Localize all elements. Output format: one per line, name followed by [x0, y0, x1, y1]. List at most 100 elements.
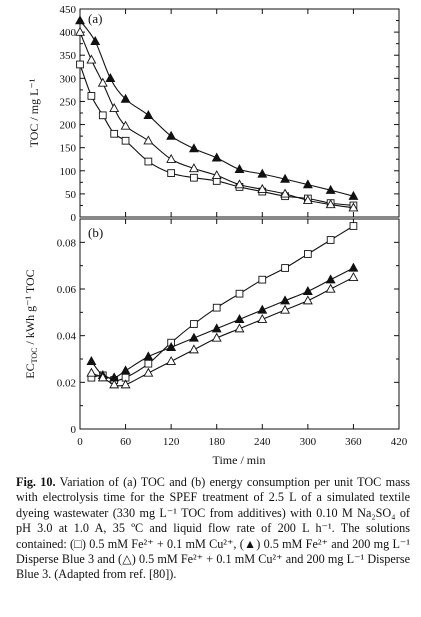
panel-b-triangle-open-marker: [86, 367, 97, 377]
panel-a-square-marker: [110, 129, 119, 138]
panel-a-triangle-filled-marker: [302, 179, 313, 189]
panel-a-triangle-filled-marker: [325, 184, 336, 194]
panel-a-square-marker: [87, 92, 96, 100]
panel-b-triangle-filled-marker: [348, 262, 359, 272]
panel-a-square-marker: [121, 136, 130, 145]
panel-b-square-marker: [304, 250, 312, 258]
panel-a-y-tick-label: 150: [60, 143, 77, 155]
panel-a-triangle-filled-marker: [166, 130, 177, 140]
panel-b-square-marker: [281, 264, 289, 272]
panel-a-square-marker: [76, 60, 84, 69]
panel-a-triangle-open-marker: [143, 135, 154, 145]
panel-b-series-triangle-filled-line: [90, 267, 354, 379]
panel-a-y-tick-label: 200: [60, 120, 77, 132]
panel-a-triangle-open-marker: [257, 183, 268, 193]
panel-b-triangle-open-marker: [257, 314, 268, 323]
panel-a-y-axis-title: TOC / mg L⁻¹: [27, 78, 41, 147]
panel-b-triangle-open-marker: [143, 367, 154, 377]
panel-a-y-tick-label: 50: [65, 189, 77, 201]
panel-b-triangle-open-marker: [166, 356, 177, 365]
y-axis-title-main: EC: [23, 363, 37, 378]
panel-a-square-marker: [98, 111, 107, 120]
panel-a-triangle-open-marker: [348, 202, 359, 212]
panel-a-series-triangle-filled-line: [79, 20, 354, 197]
panel-b-square-marker: [235, 289, 244, 298]
panel-b-y-tick-label: 0.04: [57, 331, 77, 343]
panel-a-triangle-open-marker: [109, 103, 120, 113]
panel-b-x-tick-label: 360: [345, 436, 362, 448]
panel-a-square-marker: [190, 173, 198, 182]
panel-b-triangle-filled-marker: [257, 304, 268, 314]
panel-a-triangle-filled-marker: [143, 109, 154, 119]
panel-a-triangle-filled-marker: [75, 15, 85, 25]
panel-b-series-square-line: [91, 225, 354, 381]
panel-b-x-tick-label: 420: [391, 436, 408, 448]
panel-a-triangle-filled-marker: [211, 152, 222, 162]
panel-a-triangle-filled-marker: [105, 73, 116, 82]
caption-text: Variation of (a) TOC and (b) energy cons…: [16, 475, 410, 582]
panel-b: (b) ECTOC / kWh g⁻¹ TOC Time / min 0 0.02…: [23, 218, 408, 467]
panel-b-series-triangle-open-line: [91, 276, 354, 387]
figure-number: Fig. 10.: [16, 475, 56, 489]
panel-b-triangle-open-marker: [120, 379, 131, 389]
panel-b-triangle-filled-marker: [211, 323, 222, 333]
panel-b-square-marker: [349, 222, 358, 230]
panel-b-triangle-open-marker: [97, 372, 108, 382]
panel-b-triangle-filled-marker: [234, 314, 245, 323]
panel-b-x-tick-label: 180: [208, 436, 225, 448]
panel-b-frame: [79, 218, 400, 430]
x-axis-title: Time / min: [213, 453, 266, 467]
panel-a-y-tick-label: 350: [60, 50, 77, 62]
panel-b-triangle-filled-marker: [280, 295, 291, 305]
panel-b-triangle-filled-marker: [143, 351, 154, 361]
panel-b-label: (b): [88, 225, 103, 240]
panel-a-square-marker: [144, 157, 153, 166]
panel-a-triangle-filled-marker: [280, 173, 291, 183]
panel-b-square-marker: [212, 303, 221, 312]
panel-a-y-tick-label: 300: [60, 73, 77, 85]
panel-b-triangle-open-marker: [325, 283, 336, 293]
panel-a: (a) TOC / mg L⁻¹ 0 50 100 150 200 250 300 350 40…: [27, 4, 400, 224]
panel-b-y-tick-label: 0.02: [57, 377, 76, 389]
panel-b-square-marker: [258, 275, 267, 284]
panel-a-y-tick-label: 450: [60, 4, 77, 16]
panel-b-square-marker: [190, 320, 198, 328]
panel-a-triangle-open-marker: [280, 188, 291, 198]
panel-a-triangle-filled-marker: [90, 36, 101, 46]
panel-b-x-tick-label: 120: [163, 436, 180, 448]
y-axis-title-subscript: TOC: [30, 347, 39, 363]
panel-a-triangle-open-marker: [86, 54, 97, 64]
panel-b-y-tick-label: 0: [71, 424, 77, 436]
panel-b-triangle-open-marker: [280, 304, 291, 314]
y-axis-title-rest: / kWh g⁻¹ TOC: [23, 269, 37, 347]
panel-b-triangle-open-marker: [302, 295, 313, 305]
panel-b-y-tick-label: 0.08: [57, 237, 77, 249]
panel-b-triangle-open-marker: [234, 323, 245, 333]
panel-b-square-marker: [144, 359, 153, 368]
panel-b-y-tick-label: 0.06: [57, 284, 77, 296]
panel-b-triangle-filled-marker: [86, 356, 97, 365]
panel-b-triangle-filled-marker: [325, 274, 336, 284]
panel-b-triangle-filled-marker: [166, 342, 177, 351]
panel-b-triangle-open-marker: [188, 344, 199, 354]
panel-a-y-tick-label: 0: [71, 212, 77, 224]
panel-b-triangle-open-marker: [348, 272, 359, 281]
panel-a-y-tick-label: 100: [60, 166, 77, 178]
panel-a-triangle-open-marker: [120, 120, 131, 130]
panel-a-triangle-open-marker: [97, 77, 108, 87]
panel-b-x-tick-label: 240: [254, 436, 271, 448]
panel-b-x-tick-label: 0: [77, 436, 83, 448]
panel-a-triangle-filled-marker: [348, 190, 359, 200]
panel-a-y-tick-label: 400: [60, 27, 77, 39]
panel-a-triangle-filled-marker: [234, 164, 245, 174]
panel-b-triangle-filled-marker: [188, 332, 199, 342]
panel-b-x-tick-label: 300: [300, 436, 317, 448]
panel-a-triangle-open-marker: [234, 179, 245, 189]
figure-chart: (a) TOC / mg L⁻¹ 0 50 100 150 200 250 300 350 40…: [23, 4, 408, 467]
figure-caption: Fig. 10. Variation of (a) TOC and (b) en…: [16, 475, 410, 583]
panel-a-label: (a): [88, 11, 102, 26]
panel-b-triangle-filled-marker: [120, 365, 131, 375]
panel-a-triangle-filled-marker: [188, 143, 199, 153]
panel-b-triangle-open-marker: [109, 379, 120, 389]
panel-b-triangle-open-marker: [211, 332, 222, 342]
